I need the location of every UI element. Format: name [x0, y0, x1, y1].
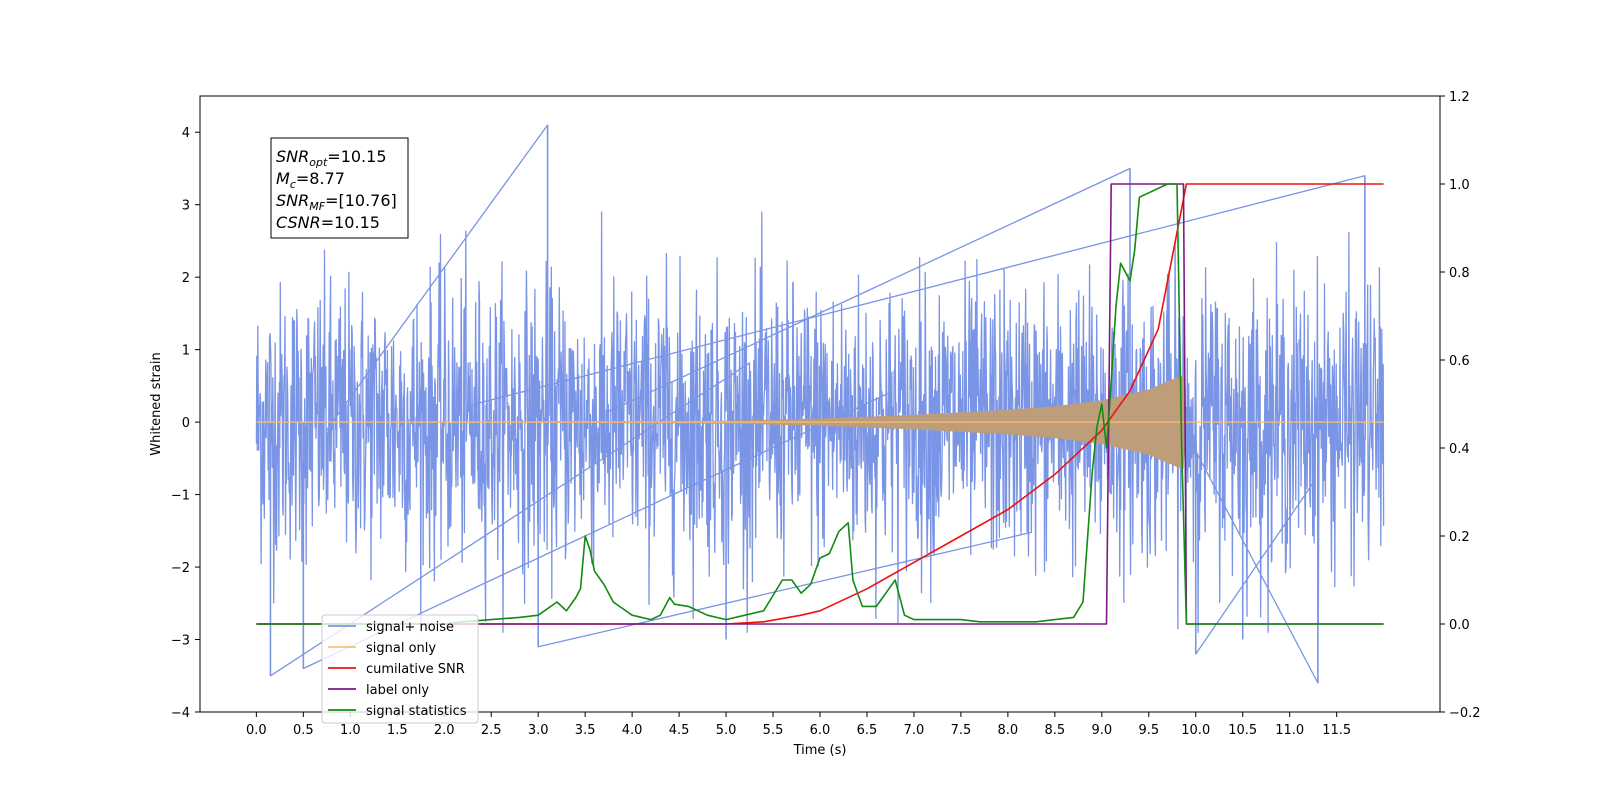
x-tick-label: 11.5 — [1322, 723, 1351, 738]
series-signal-noise-line — [255, 124, 1385, 684]
annotation-line: SNRMF=[10.76] — [276, 191, 397, 213]
legend-frame — [321, 614, 479, 724]
x-tick-label: 4.5 — [669, 723, 690, 738]
x-tick-label: 7.0 — [904, 723, 925, 738]
x-tick-label: 8.5 — [1045, 723, 1066, 738]
legend: signal+ noise signal only cumilative SNR la… — [321, 614, 479, 724]
x-axis-label: Time (s) — [793, 743, 847, 758]
x-tick-label: 6.0 — [810, 723, 831, 738]
legend-label: signal statistics — [366, 704, 467, 719]
y-tick-label: −1 — [171, 489, 190, 504]
x-tick-label: 5.5 — [763, 723, 784, 738]
x-tick-label: 10.0 — [1181, 723, 1210, 738]
x-tick-label: 2.0 — [434, 723, 455, 738]
annotation-line: SNRopt=10.15 — [276, 147, 387, 169]
x-tick-label: 0.5 — [293, 723, 314, 738]
y-axis-label: Whitened strain — [149, 352, 164, 455]
legend-label: label only — [366, 683, 429, 698]
series-cumulative-snr-line — [256, 183, 1384, 625]
x-tick-label: 4.0 — [622, 723, 643, 738]
y2-tick-label: 1.2 — [1449, 90, 1470, 105]
x-tick-label: 11.0 — [1275, 723, 1304, 738]
y-tick-label: 2 — [182, 271, 190, 286]
y-tick-label: 4 — [182, 126, 190, 141]
plot-data-layer — [255, 124, 1385, 684]
x-tick-label: 1.5 — [387, 723, 408, 738]
y2-tick-label: 0.0 — [1449, 618, 1470, 633]
x-tick-label: 10.5 — [1228, 723, 1257, 738]
y-tick-label: 3 — [182, 199, 190, 214]
annotation-box: SNRopt=10.15Mc=8.77SNRMF=[10.76]CSNR=10.… — [270, 137, 409, 239]
x-tick-label: 3.0 — [528, 723, 549, 738]
y-tick-label: −2 — [171, 561, 190, 576]
x-tick-label: 9.5 — [1138, 723, 1159, 738]
x-tick-label: 8.0 — [998, 723, 1019, 738]
x-tick-label: 3.5 — [575, 723, 596, 738]
y-tick-label: −3 — [171, 634, 190, 649]
y-tick-label: 1 — [182, 344, 190, 359]
series-signal-statistics-line — [256, 183, 1384, 625]
y2-tick-label: 0.2 — [1449, 530, 1470, 545]
y2-tick-label: 0.8 — [1449, 266, 1470, 281]
x-tick-label: 1.0 — [340, 723, 361, 738]
x-tick-label: 5.0 — [716, 723, 737, 738]
x-tick-label: 7.5 — [951, 723, 972, 738]
x-tick-label: 9.0 — [1091, 723, 1112, 738]
x-tick-label: 6.5 — [857, 723, 878, 738]
y2-tick-label: 0.6 — [1449, 354, 1470, 369]
y2-tick-label: −0.2 — [1449, 706, 1481, 721]
y2-tick-label: 1.0 — [1449, 178, 1470, 193]
legend-label: signal+ noise — [366, 620, 454, 635]
y-tick-label: 0 — [182, 416, 190, 431]
legend-label: signal only — [366, 641, 436, 656]
y2-tick-label: 0.4 — [1449, 442, 1470, 457]
x-tick-label: 0.0 — [246, 723, 267, 738]
axes-layer: 0.0 0.5 1.0 1.5 2.0 2.5 3.0 3.5 4.0 4.5 5.0 5.5 6.0 6… — [171, 90, 1481, 738]
y-tick-label: −4 — [171, 706, 190, 721]
legend-label: cumilative SNR — [366, 662, 465, 677]
annotation-line: CSNR=10.15 — [276, 213, 380, 232]
annotation-line: Mc=8.77 — [276, 169, 345, 191]
x-tick-label: 2.5 — [481, 723, 502, 738]
annotation-frame — [270, 137, 409, 239]
